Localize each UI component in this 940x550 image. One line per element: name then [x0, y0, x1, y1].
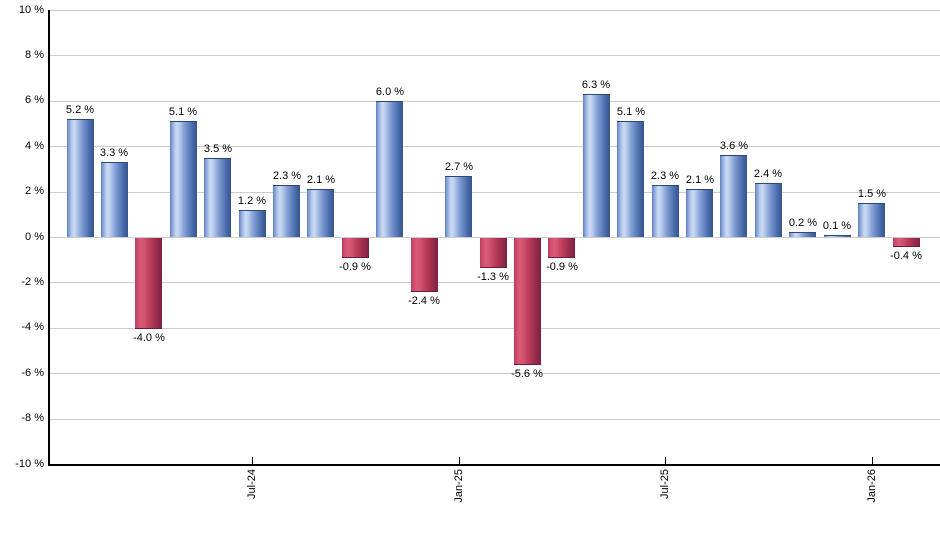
bar	[789, 232, 816, 237]
bar-value-label: 0.2 %	[788, 217, 818, 229]
bar-value-label: 3.6 %	[719, 140, 749, 152]
gridline	[49, 10, 940, 11]
bar	[67, 119, 94, 237]
bar-value-label: 2.1 %	[306, 174, 336, 186]
gridline	[49, 101, 940, 102]
bar-value-label: -0.9 %	[339, 261, 371, 273]
y-axis-label: 10 %	[18, 4, 44, 16]
y-axis-label: 4 %	[25, 140, 44, 152]
bar-value-label: 5.2 %	[65, 104, 95, 116]
bar-value-label: 6.0 %	[375, 86, 405, 98]
bar	[617, 121, 644, 237]
bar-value-label: -4.0 %	[133, 332, 165, 344]
bar-value-label: 5.1 %	[616, 106, 646, 118]
bar	[273, 185, 300, 237]
gridline	[49, 282, 940, 283]
x-axis-tick	[459, 457, 460, 464]
y-axis-label: -4 %	[21, 321, 44, 333]
bar-value-label: -0.4 %	[890, 250, 922, 262]
bar	[342, 238, 369, 258]
bar	[204, 158, 231, 237]
gridline	[49, 328, 940, 329]
bar	[307, 189, 334, 237]
y-axis-label: -2 %	[21, 276, 44, 288]
bar	[135, 238, 162, 329]
bar-value-label: 2.7 %	[444, 161, 474, 173]
bar-value-label: -5.6 %	[511, 368, 543, 380]
bar	[480, 238, 507, 268]
bar	[101, 162, 128, 237]
y-axis-label: 2 %	[25, 185, 44, 197]
bar-value-label: 6.3 %	[581, 79, 611, 91]
bar	[652, 185, 679, 237]
bar	[824, 235, 851, 237]
bar	[376, 101, 403, 237]
gridline	[49, 237, 940, 238]
bar	[514, 238, 541, 365]
bar	[893, 238, 920, 247]
bar-value-label: 0.1 %	[822, 220, 852, 232]
y-axis-label: -8 %	[21, 412, 44, 424]
bar	[583, 94, 610, 237]
bar	[411, 238, 438, 292]
x-axis-tick	[665, 457, 666, 464]
bar-value-label: 1.2 %	[237, 195, 267, 207]
bar-value-label: 2.4 %	[753, 168, 783, 180]
bar	[170, 121, 197, 237]
bar	[755, 183, 782, 237]
gridline	[49, 55, 940, 56]
bar-value-label: 1.5 %	[857, 188, 887, 200]
y-axis-label: 6 %	[25, 94, 44, 106]
y-axis-line	[48, 10, 50, 466]
bar	[239, 210, 266, 237]
bar-value-label: -1.3 %	[477, 271, 509, 283]
bar-value-label: 3.5 %	[203, 143, 233, 155]
gridline	[49, 192, 940, 193]
y-axis-label: 0 %	[25, 231, 44, 243]
x-axis-tick	[252, 457, 253, 464]
bar	[720, 155, 747, 237]
bar	[686, 189, 713, 237]
bar	[548, 238, 575, 258]
x-axis-tick	[872, 457, 873, 464]
bar-value-label: 2.1 %	[685, 174, 715, 186]
bar-value-label: -0.9 %	[546, 261, 578, 273]
gridline	[49, 373, 940, 374]
gridline	[49, 146, 940, 147]
bar-value-label: 5.1 %	[168, 106, 198, 118]
bar-value-label: -2.4 %	[408, 295, 440, 307]
y-axis-label: 8 %	[25, 49, 44, 61]
bar-value-label: 3.3 %	[99, 147, 129, 159]
x-axis-label: Jan-25	[453, 469, 465, 503]
y-axis-label: -10 %	[15, 458, 44, 470]
bar-value-label: 2.3 %	[650, 170, 680, 182]
y-axis-label: -6 %	[21, 367, 44, 379]
gridline	[49, 419, 940, 420]
bar	[445, 176, 472, 237]
x-axis-line	[48, 464, 940, 466]
bar-value-label: 2.3 %	[272, 170, 302, 182]
x-axis-label: Jul-25	[659, 469, 671, 499]
x-axis-label: Jan-26	[866, 469, 878, 503]
bar	[858, 203, 885, 237]
x-axis-label: Jul-24	[246, 469, 258, 499]
